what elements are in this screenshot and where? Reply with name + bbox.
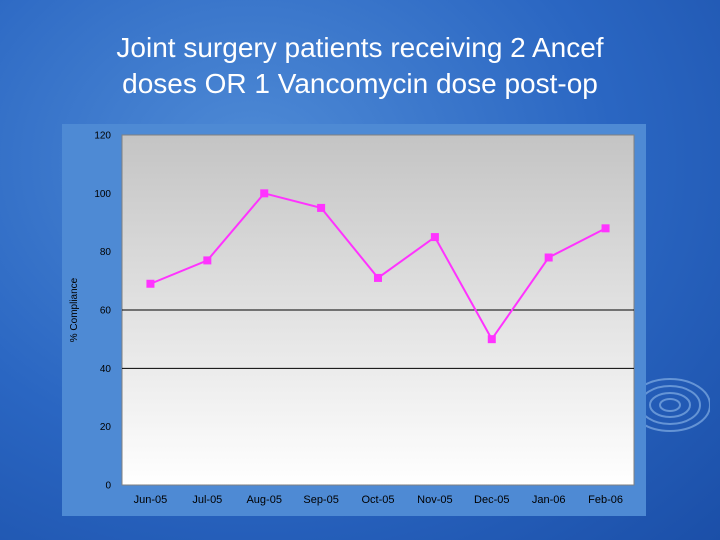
x-tick-label: Jul-05	[192, 494, 222, 506]
x-tick-label: Aug-05	[246, 494, 281, 506]
data-point	[374, 273, 382, 282]
x-tick-label: Oct-05	[361, 494, 394, 506]
gridlines	[122, 309, 634, 369]
x-tick-label: Nov-05	[417, 494, 452, 506]
y-axis-tick-labels: 0 20 40 60 80 100 120	[94, 131, 111, 492]
data-point	[146, 279, 155, 288]
data-point	[317, 203, 326, 212]
slide-title-line-2: doses OR 1 Vancomycin dose post-op	[122, 68, 598, 99]
y-tick-label: 0	[105, 481, 111, 492]
y-tick-label: 20	[100, 422, 112, 433]
x-tick-label: Sep-05	[303, 494, 338, 506]
x-axis-tick-labels: Jun-05 Jul-05 Aug-05 Sep-05 Oct-05 Nov-05 Dec-…	[134, 494, 623, 506]
y-tick-label: 100	[94, 189, 111, 200]
y-tick-label: 60	[100, 306, 112, 317]
slide-title-line-1: Joint surgery patients receiving 2 Ancef	[116, 32, 604, 63]
x-tick-label: Jan-06	[532, 494, 566, 506]
y-tick-label: 80	[100, 247, 112, 258]
y-tick-label: 40	[100, 364, 112, 375]
data-point	[487, 335, 496, 344]
x-tick-label: Feb-06	[588, 494, 623, 506]
data-point	[544, 253, 553, 262]
x-tick-label: Jun-05	[134, 494, 168, 506]
data-point	[430, 233, 439, 242]
data-point	[260, 189, 269, 198]
slide-title: Joint surgery patients receiving 2 Ancef…	[0, 30, 720, 102]
series-compliance	[146, 189, 610, 344]
data-point	[203, 256, 212, 265]
data-point	[601, 224, 610, 233]
y-tick-label: 120	[94, 131, 111, 142]
x-tick-label: Dec-05	[474, 494, 509, 506]
y-axis-label: % Compliance	[69, 277, 80, 342]
